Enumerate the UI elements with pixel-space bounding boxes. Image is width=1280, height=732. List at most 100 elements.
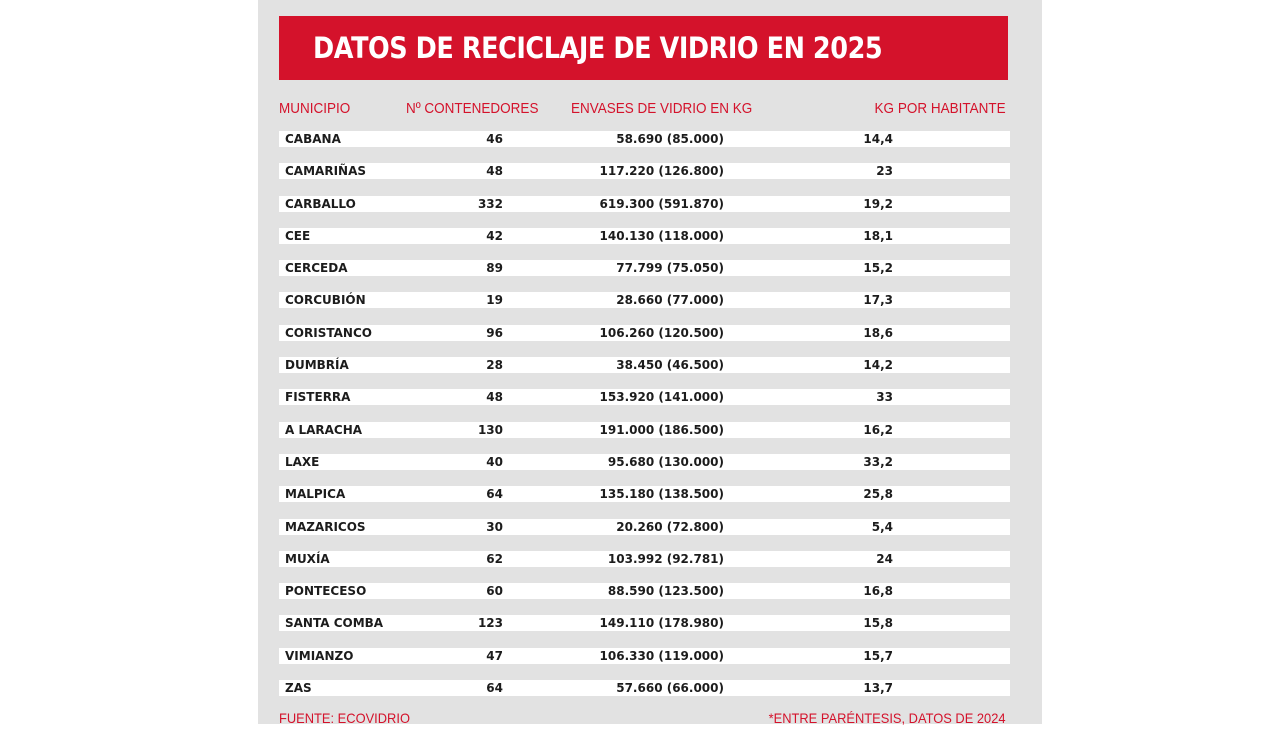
cell-municipio: A LARACHA	[285, 422, 363, 437]
cell-kg-habitante: 33,2	[863, 454, 893, 469]
cell-municipio: CARBALLO	[285, 196, 356, 211]
cell-kg-habitante: 24	[876, 551, 893, 566]
cell-contenedores: 48	[486, 390, 503, 405]
cell-envases: 38.450 (46.500)	[616, 358, 724, 373]
cell-municipio: CORISTANCO	[285, 325, 372, 340]
cell-kg-habitante: 17,3	[863, 293, 893, 308]
cell-envases: 103.992 (92.781)	[607, 551, 724, 566]
cell-municipio: SANTA COMBA	[285, 616, 384, 631]
cell-envases: 106.260 (120.500)	[599, 325, 724, 340]
cell-municipio: MUXÍA	[285, 551, 330, 566]
cell-kg-habitante: 33	[876, 390, 893, 405]
table-row: CEE 42 140.130 (118.000) 18,1	[279, 227, 1010, 244]
cell-envases: 135.180 (138.500)	[599, 487, 724, 502]
table-row: MALPICA 64 135.180 (138.500) 25,8	[279, 486, 1010, 503]
cell-municipio: CERCEDA	[285, 261, 348, 276]
title-banner: DATOS DE RECICLAJE DE VIDRIO EN 2025	[279, 16, 1008, 80]
column-header-kg-habitante: KG POR HABITANTE	[874, 100, 1006, 117]
cell-municipio: FISTERRA	[285, 390, 351, 405]
cell-contenedores: 64	[486, 681, 503, 696]
cell-municipio: MAZARICOS	[285, 519, 366, 534]
cell-kg-habitante: 15,8	[863, 616, 893, 631]
cell-contenedores: 64	[486, 487, 503, 502]
cell-envases: 149.110 (178.980)	[599, 616, 724, 631]
page-title: DATOS DE RECICLAJE DE VIDRIO EN 2025	[313, 31, 883, 65]
table-row: VIMIANZO 47 106.330 (119.000) 15,7	[279, 647, 1010, 664]
cell-kg-habitante: 14,2	[863, 358, 893, 373]
cell-contenedores: 96	[486, 325, 503, 340]
table-row: CORISTANCO 96 106.260 (120.500) 18,6	[279, 324, 1010, 341]
cell-contenedores: 30	[486, 519, 503, 534]
cell-kg-habitante: 15,7	[863, 648, 893, 663]
cell-municipio: CORCUBIÓN	[285, 293, 366, 308]
cell-kg-habitante: 16,2	[863, 422, 893, 437]
cell-envases: 58.690 (85.000)	[616, 132, 724, 146]
cell-envases: 140.130 (118.000)	[599, 228, 724, 243]
cell-kg-habitante: 16,8	[863, 584, 893, 599]
cell-contenedores: 130	[477, 422, 503, 437]
table-row: A LARACHA 130 191.000 (186.500) 16,2	[279, 421, 1010, 438]
cell-contenedores: 123	[477, 616, 503, 631]
cell-envases: 95.680 (130.000)	[607, 454, 724, 469]
footer-note: *ENTRE PARÉNTESIS, DATOS DE 2024	[769, 710, 1006, 726]
cell-contenedores: 40	[486, 454, 503, 469]
cell-contenedores: 62	[486, 551, 503, 566]
table-row: CORCUBIÓN 19 28.660 (77.000) 17,3	[279, 292, 1010, 309]
cell-municipio: CEE	[285, 228, 311, 243]
cell-contenedores: 47	[486, 648, 503, 663]
footer-source: FUENTE: ECOVIDRIO	[279, 710, 410, 726]
infographic-panel: DATOS DE RECICLAJE DE VIDRIO EN 2025 MUN…	[258, 0, 1042, 726]
cell-envases: 57.660 (66.000)	[616, 681, 724, 696]
cell-contenedores: 60	[486, 584, 503, 599]
cell-municipio: ZAS	[285, 681, 312, 696]
cell-kg-habitante: 14,4	[863, 132, 893, 146]
table-row: MAZARICOS 30 20.260 (72.800) 5,4	[279, 518, 1010, 535]
table-row: LAXE 40 95.680 (130.000) 33,2	[279, 453, 1010, 470]
table-row: CABANA 46 58.690 (85.000) 14,4	[279, 131, 1010, 147]
cell-kg-habitante: 25,8	[863, 487, 893, 502]
cell-kg-habitante: 18,6	[863, 325, 893, 340]
cell-envases: 619.300 (591.870)	[599, 196, 724, 211]
cell-municipio: CAMARIÑAS	[285, 164, 366, 179]
cell-municipio: VIMIANZO	[285, 648, 354, 663]
cell-contenedores: 332	[477, 196, 503, 211]
cell-kg-habitante: 18,1	[863, 228, 893, 243]
table-row: PONTECESO 60 88.590 (123.500) 16,8	[279, 583, 1010, 600]
cell-envases: 191.000 (186.500)	[599, 422, 724, 437]
cell-kg-habitante: 5,4	[871, 519, 893, 534]
cell-municipio: PONTECESO	[285, 584, 367, 599]
column-header-contenedores: Nº CONTENEDORES	[406, 100, 539, 117]
cell-envases: 106.330 (119.000)	[599, 648, 724, 663]
cell-contenedores: 19	[486, 293, 503, 308]
cell-envases: 20.260 (72.800)	[616, 519, 724, 534]
table-row: SANTA COMBA 123 149.110 (178.980) 15,8	[279, 615, 1010, 632]
cell-contenedores: 42	[486, 228, 503, 243]
cell-contenedores: 28	[486, 358, 503, 373]
table-row: FISTERRA 48 153.920 (141.000) 33	[279, 389, 1010, 406]
cell-contenedores: 89	[486, 261, 503, 276]
column-header-municipio: MUNICIPIO	[279, 100, 351, 117]
cell-envases: 117.220 (126.800)	[599, 164, 724, 179]
table-row: ZAS 64 57.660 (66.000) 13,7	[279, 680, 1010, 697]
cell-envases: 88.590 (123.500)	[607, 584, 724, 599]
data-table: CABANA 46 58.690 (85.000) 14,4 CAMARIÑAS 48 11…	[279, 131, 1010, 712]
cell-municipio: MALPICA	[285, 487, 346, 502]
cell-municipio: DUMBRÍA	[285, 358, 349, 373]
cell-kg-habitante: 19,2	[863, 196, 893, 211]
cell-envases: 153.920 (141.000)	[599, 390, 724, 405]
table-row: CAMARIÑAS 48 117.220 (126.800) 23	[279, 163, 1010, 180]
table-row: DUMBRÍA 28 38.450 (46.500) 14,2	[279, 357, 1010, 374]
cell-kg-habitante: 13,7	[863, 681, 893, 696]
cell-kg-habitante: 15,2	[863, 261, 893, 276]
cell-contenedores: 46	[486, 132, 503, 146]
table-row: MUXÍA 62 103.992 (92.781) 24	[279, 550, 1010, 567]
cell-envases: 28.660 (77.000)	[616, 293, 724, 308]
table-row: CARBALLO 332 619.300 (591.870) 19,2	[279, 195, 1010, 212]
table-row: CERCEDA 89 77.799 (75.050) 15,2	[279, 260, 1010, 277]
column-header-envases: ENVASES DE VIDRIO EN KG	[571, 100, 753, 117]
cell-kg-habitante: 23	[876, 164, 893, 179]
cell-envases: 77.799 (75.050)	[616, 261, 724, 276]
cell-contenedores: 48	[486, 164, 503, 179]
cell-municipio: CABANA	[285, 132, 341, 146]
cell-municipio: LAXE	[285, 454, 320, 469]
